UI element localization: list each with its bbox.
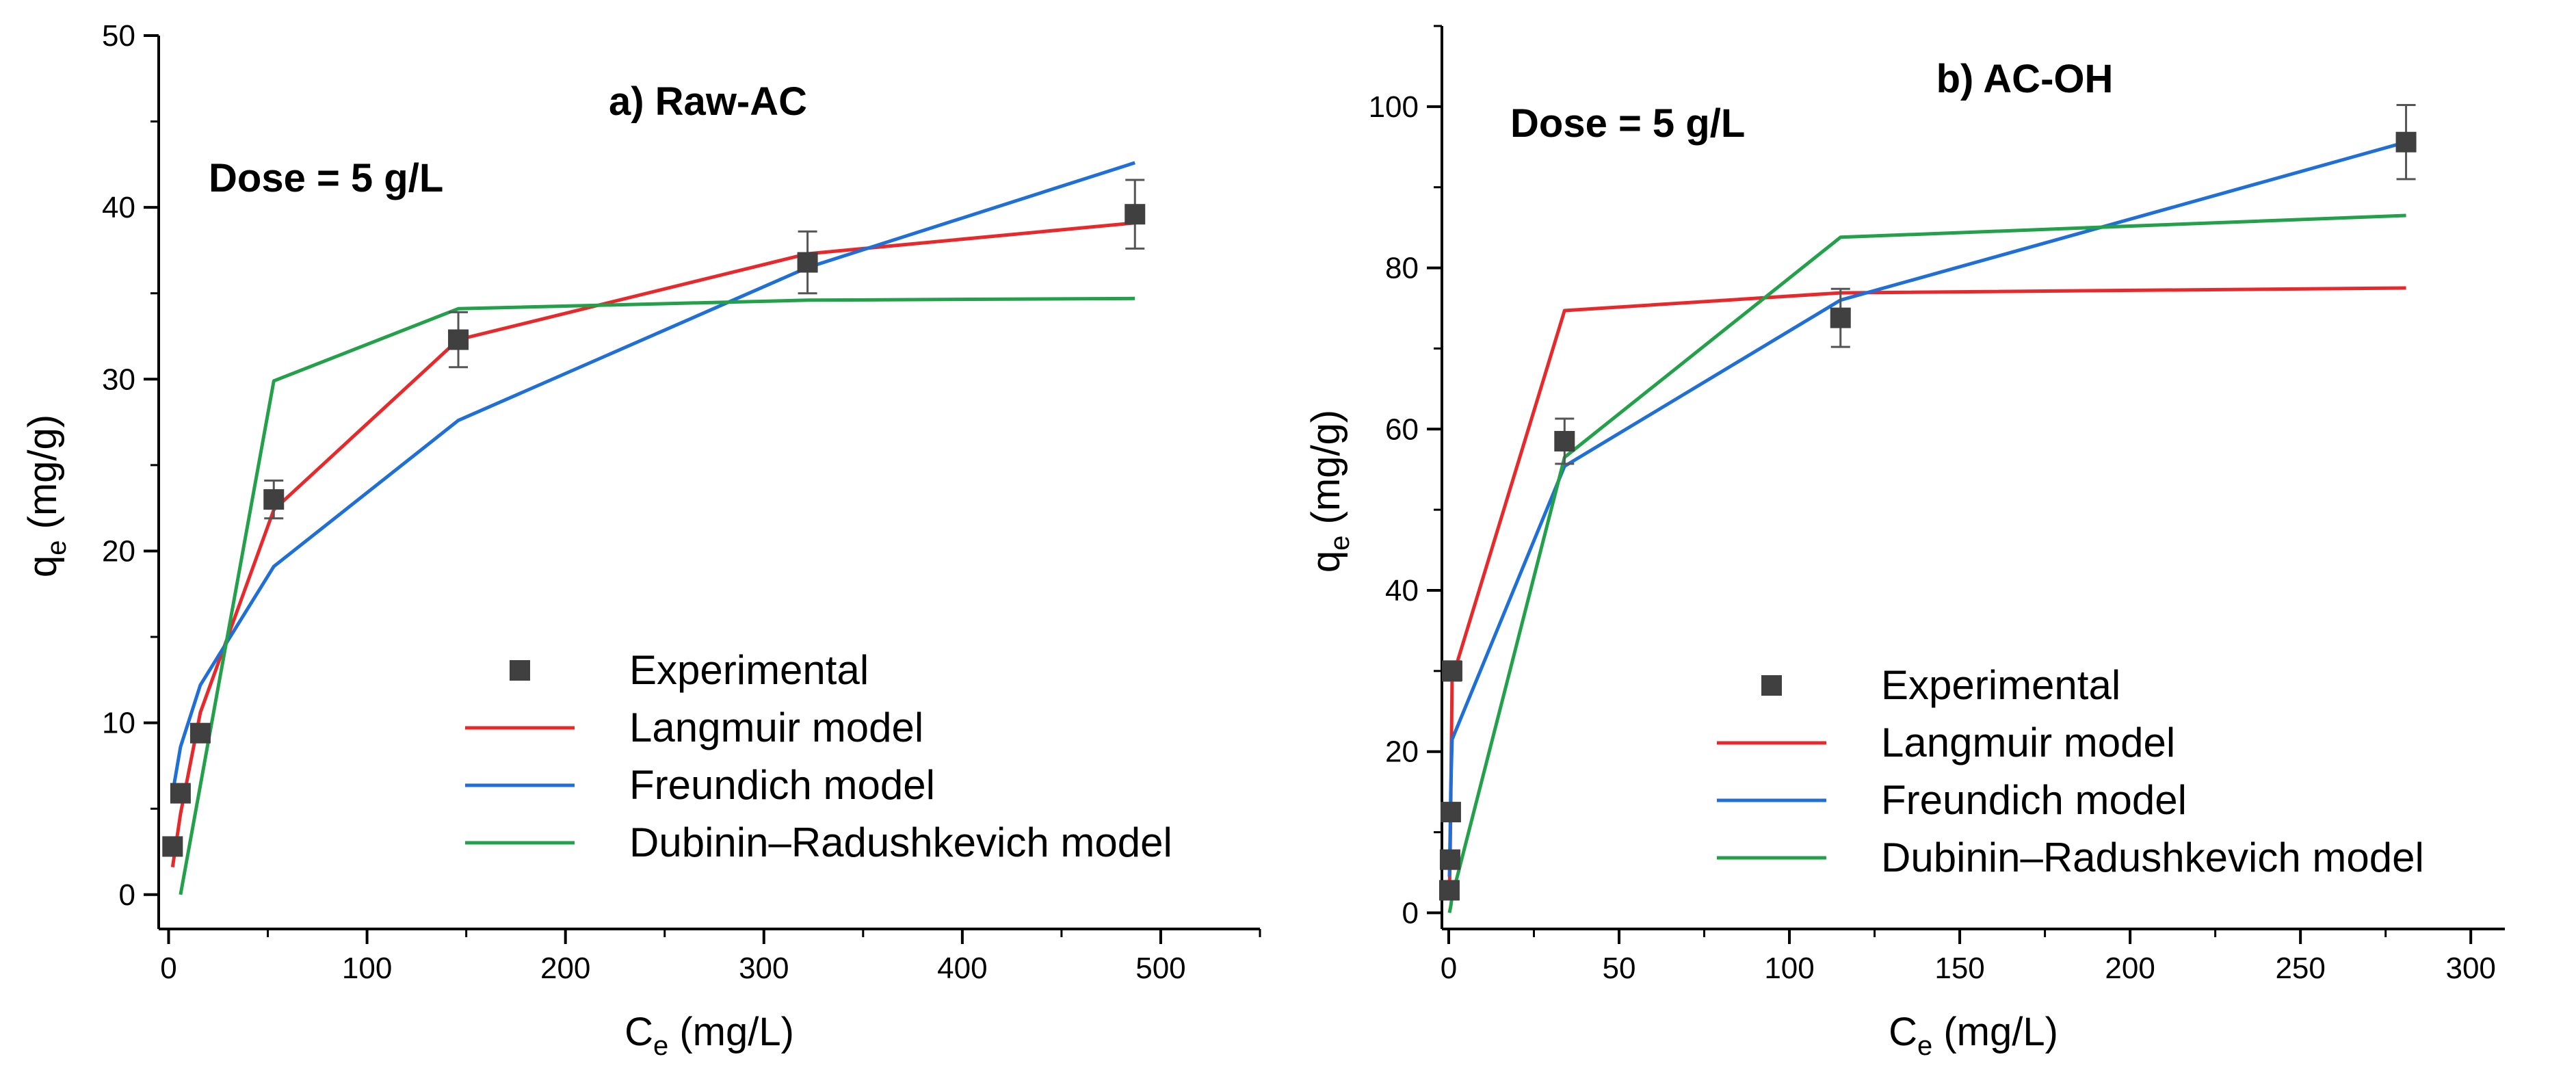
chart-panel-b: 0 50 100 150 200 250 300 0 20 40 60 80 100 Ce (mg/L) q… <box>1304 25 2505 1061</box>
panel-title: b) AC-OH <box>1936 57 2114 101</box>
y-tick-label: 0 <box>1402 896 1419 930</box>
y-tick-label: 50 <box>102 19 135 53</box>
x-axis-label-unit: (mg/L) <box>668 1010 794 1054</box>
x-tick-label: 100 <box>342 952 392 985</box>
x-axis-label: Ce (mg/L) <box>1889 1010 2058 1061</box>
y-axis-label-unit: (mg/g) <box>1304 410 1348 536</box>
y-tick-label: 100 <box>1369 90 1419 124</box>
y-tick-label: 60 <box>1385 412 1419 446</box>
data-point <box>162 836 183 857</box>
data-point <box>189 722 211 744</box>
y-axis-label: qe (mg/g) <box>1304 410 1355 573</box>
x-axis-label-sub: e <box>653 1031 668 1061</box>
series-line-3 <box>179 296 1135 895</box>
legend-marker-0 <box>510 660 530 681</box>
series-line-3 <box>1447 213 2406 913</box>
dose-annotation: Dose = 5 g/L <box>1510 101 1745 146</box>
x-tick-label: 300 <box>739 952 789 985</box>
panel-title: a) Raw-AC <box>609 79 807 124</box>
data-point <box>1441 660 1462 681</box>
y-tick-label: 40 <box>1385 574 1419 607</box>
x-tick-label: 150 <box>1934 952 1984 985</box>
x-axis-label: Ce (mg/L) <box>625 1010 794 1061</box>
x-axis-label-sub: e <box>1917 1031 1932 1061</box>
data-point <box>1439 849 1460 870</box>
y-tick-label: 40 <box>102 191 135 224</box>
series-line-2 <box>170 161 1135 794</box>
data-point <box>448 329 469 350</box>
y-tick-label: 30 <box>102 363 135 396</box>
x-axis-label-main: C <box>625 1010 653 1054</box>
x-tick-label: 300 <box>2445 952 2495 985</box>
x-axis-label-main: C <box>1889 1010 1917 1054</box>
x-tick-label: 400 <box>937 952 987 985</box>
legend-label-0: Experimental <box>1881 662 2120 708</box>
legend-label-0: Experimental <box>629 647 869 693</box>
legend-label-2: Freundich model <box>1881 777 2187 823</box>
y-axis-label-sub: e <box>42 540 72 555</box>
legend-label-3: Dubinin–Radushkevich model <box>629 820 1172 865</box>
data-point <box>1438 880 1460 901</box>
x-tick-label: 200 <box>540 952 590 985</box>
data-point <box>263 489 285 510</box>
x-tick-label: 250 <box>2275 952 2325 985</box>
legend-label-3: Dubinin–Radushkevich model <box>1881 835 2424 880</box>
y-tick-label: 80 <box>1385 252 1419 285</box>
data-point <box>1440 802 1461 823</box>
data-point <box>1830 307 1851 328</box>
y-tick-label: 0 <box>119 878 135 912</box>
y-axis-label-sub: e <box>1325 536 1355 551</box>
y-axis-label-main: q <box>21 555 65 577</box>
data-point <box>1125 204 1146 225</box>
legend-label-2: Freundich model <box>629 762 935 808</box>
legend-label-1: Langmuir model <box>629 705 923 750</box>
data-point <box>170 783 191 804</box>
y-tick-label: 20 <box>1385 735 1419 769</box>
x-tick-label: 500 <box>1135 952 1185 985</box>
x-tick-label: 200 <box>2105 952 2155 985</box>
x-tick-label: 0 <box>160 952 176 985</box>
y-axis-label: qe (mg/g) <box>21 415 72 577</box>
y-axis-label-main: q <box>1304 551 1348 573</box>
series-line-2 <box>1447 140 2407 877</box>
x-tick-label: 0 <box>1441 952 1457 985</box>
x-tick-label: 100 <box>1764 952 1814 985</box>
legend-marker-0 <box>1761 675 1782 696</box>
y-axis-label-unit: (mg/g) <box>21 415 65 540</box>
y-tick-label: 20 <box>102 534 135 568</box>
data-point <box>797 252 818 273</box>
legend: Experimental Langmuir model Freundich mode… <box>465 647 1172 865</box>
data-point <box>2395 131 2417 153</box>
x-tick-label: 50 <box>1603 952 1636 985</box>
legend: Experimental Langmuir model Freundich mode… <box>1717 662 2424 880</box>
x-axis-label-unit: (mg/L) <box>1932 1010 2058 1054</box>
dose-annotation: Dose = 5 g/L <box>209 156 443 200</box>
legend-label-1: Langmuir model <box>1881 720 2175 765</box>
data-point <box>1554 430 1575 451</box>
y-tick-label: 10 <box>102 707 135 740</box>
